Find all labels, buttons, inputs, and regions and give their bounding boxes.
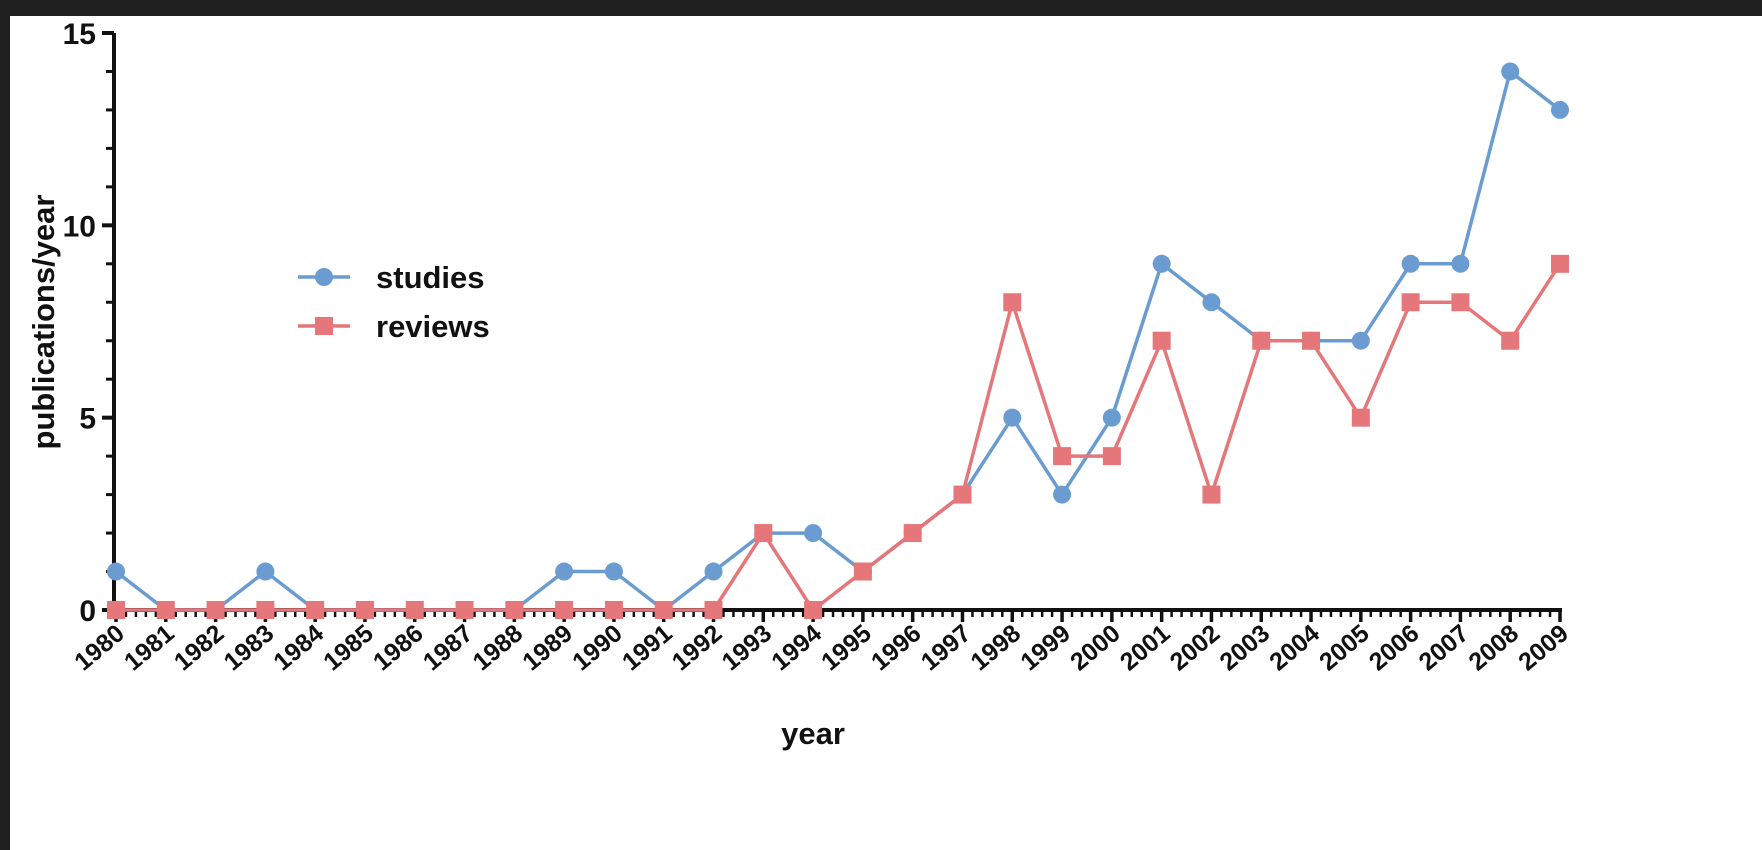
- data-point-reviews: [1551, 254, 1569, 273]
- series-line-reviews: [116, 262, 1562, 612]
- data-point-studies: [704, 562, 723, 581]
- y-tick-label: 5: [79, 403, 96, 436]
- x-tick-label: 2004: [1264, 619, 1325, 676]
- x-tick-label: 1993: [717, 619, 778, 676]
- data-point-studies: [555, 562, 574, 581]
- data-point-reviews: [1202, 485, 1221, 504]
- x-tick-label: 1986: [368, 619, 429, 676]
- data-point-studies: [256, 562, 275, 581]
- data-point-reviews: [1351, 408, 1370, 427]
- x-axis-title: year: [781, 716, 845, 751]
- data-point-reviews: [1451, 293, 1470, 312]
- y-axis-title: publications/year: [26, 195, 61, 450]
- x-tick-label: 2005: [1314, 619, 1375, 676]
- x-tick-label: 2001: [1115, 619, 1176, 676]
- data-point-reviews: [1152, 331, 1171, 350]
- x-tick-label: 1995: [816, 619, 877, 676]
- data-point-reviews: [654, 601, 673, 619]
- data-point-studies: [1501, 62, 1520, 81]
- x-tick-label: 1996: [866, 619, 927, 676]
- data-point-reviews: [1053, 447, 1072, 466]
- x-tick-label: 1982: [169, 619, 230, 676]
- data-point-reviews: [953, 485, 972, 504]
- y-tick-label: 10: [63, 210, 96, 243]
- x-tick-label: 1999: [1015, 619, 1076, 676]
- data-point-studies: [107, 562, 125, 581]
- data-point-studies: [1003, 408, 1022, 427]
- data-point-reviews: [355, 601, 374, 619]
- legend-label-studies: studies: [376, 260, 485, 295]
- x-tick-label: 1991: [617, 619, 678, 676]
- x-tick-label: 2008: [1463, 619, 1524, 676]
- data-point-reviews: [604, 601, 623, 619]
- x-tick-label: 2007: [1414, 619, 1475, 676]
- x-tick-label: 1984: [268, 619, 329, 676]
- data-point-reviews: [555, 601, 574, 619]
- x-tick-label: 1998: [966, 619, 1027, 676]
- data-point-reviews: [505, 601, 524, 619]
- x-tick-label: 1994: [766, 619, 827, 676]
- data-point-studies: [804, 524, 823, 543]
- data-point-reviews: [405, 601, 424, 619]
- data-point-reviews: [1252, 331, 1271, 350]
- x-tick-label: 2006: [1364, 619, 1425, 676]
- data-point-reviews: [1401, 293, 1420, 312]
- data-point-reviews: [1003, 293, 1022, 312]
- data-point-studies: [1152, 254, 1171, 273]
- legend-marker-studies: [315, 268, 333, 286]
- x-tick-label: 2000: [1065, 619, 1126, 676]
- y-tick-label: 0: [79, 595, 96, 628]
- x-tick-label: 2002: [1165, 619, 1226, 676]
- x-tick-label: 1989: [517, 619, 578, 676]
- x-tick-label: 1987: [418, 619, 479, 676]
- data-point-studies: [1202, 293, 1221, 312]
- x-tick-label: 2009: [1513, 619, 1574, 676]
- legend-label-reviews: reviews: [376, 309, 490, 344]
- x-tick-label: 1992: [667, 619, 728, 676]
- data-point-reviews: [455, 601, 474, 619]
- data-point-reviews: [107, 601, 125, 619]
- data-point-studies: [1351, 331, 1370, 350]
- x-tick-label: 2003: [1214, 619, 1275, 676]
- data-point-reviews: [1501, 331, 1520, 350]
- data-point-reviews: [704, 601, 723, 619]
- data-point-studies: [1551, 100, 1569, 119]
- data-point-reviews: [804, 601, 823, 619]
- axes: 0510151980198119821983198419851986198719…: [63, 18, 1574, 676]
- x-tick-label: 1988: [468, 619, 529, 676]
- data-point-reviews: [306, 601, 325, 619]
- x-tick-label: 1985: [318, 619, 379, 676]
- data-point-reviews: [256, 601, 275, 619]
- data-point-studies: [1102, 408, 1121, 427]
- x-tick-label: 1990: [567, 619, 628, 676]
- data-point-reviews: [1102, 447, 1121, 466]
- data-point-studies: [1401, 254, 1420, 273]
- data-point-studies: [1451, 254, 1470, 273]
- data-point-studies: [604, 562, 623, 581]
- x-tick-label: 1981: [119, 619, 180, 676]
- x-tick-label: 1983: [219, 619, 280, 676]
- data-point-reviews: [754, 524, 773, 543]
- series-line-studies: [114, 69, 1562, 612]
- data-point-reviews: [156, 601, 175, 619]
- series-layer: [107, 62, 1569, 619]
- legend: studies reviews: [298, 260, 490, 344]
- data-point-studies: [1053, 485, 1072, 504]
- data-point-reviews: [903, 524, 922, 543]
- legend-marker-reviews: [315, 317, 333, 335]
- chart-panel: [10, 16, 1762, 850]
- y-tick-label: 15: [63, 18, 96, 51]
- x-tick-label: 1997: [916, 619, 977, 676]
- data-point-reviews: [206, 601, 225, 619]
- data-point-reviews: [1302, 331, 1321, 350]
- data-point-reviews: [853, 562, 872, 581]
